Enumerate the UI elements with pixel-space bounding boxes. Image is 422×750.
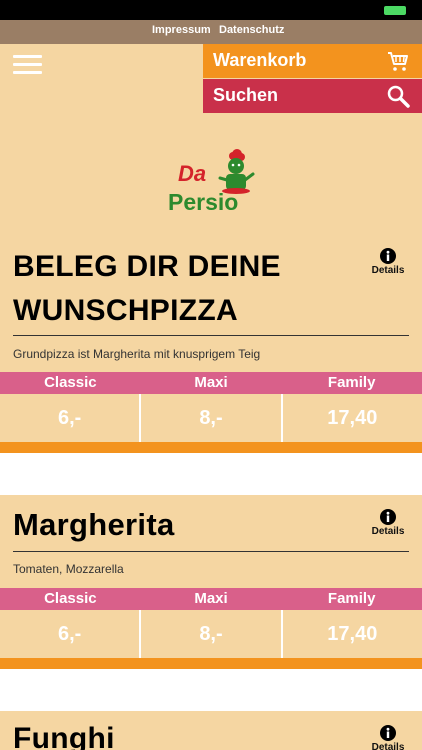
datenschutz-link[interactable]: Datenschutz <box>219 24 285 36</box>
price-row: 6,- 8,- 17,40 <box>0 394 422 442</box>
price-maxi-button[interactable]: 8,- <box>139 394 280 442</box>
search-button[interactable]: Suchen <box>203 79 422 113</box>
product-card: BELEG DIR DEINE WUNSCHPIZZA Details Grun… <box>0 240 422 453</box>
price-classic-button[interactable]: 6,- <box>57 407 82 429</box>
logo: Da Persio <box>168 149 255 215</box>
svg-text:Persio: Persio <box>168 189 238 215</box>
details-button[interactable]: Details <box>368 509 408 537</box>
product-title: BELEG DIR DEINE WUNSCHPIZZA <box>13 250 281 327</box>
price-row: 6,- 8,- 17,40 <box>0 610 422 658</box>
product-description: Grundpizza ist Margherita mit knusprigem… <box>13 347 261 361</box>
details-label: Details <box>371 742 405 750</box>
details-button[interactable]: Details <box>368 725 408 750</box>
product-title: Margherita <box>13 507 175 542</box>
size-header: Classic Maxi Family <box>0 372 422 394</box>
card-footer-strip <box>0 442 422 453</box>
size-classic: Classic <box>44 590 97 607</box>
impressum-link[interactable]: Impressum <box>152 24 211 36</box>
svg-text:Da: Da <box>178 161 206 186</box>
search-icon <box>387 85 410 108</box>
size-classic: Classic <box>44 374 97 391</box>
cart-icon <box>388 52 408 71</box>
price-maxi-button[interactable]: 8,- <box>139 610 280 658</box>
product-card: Margherita Details Tomaten, Mozzarella C… <box>0 495 422 669</box>
product-card: Funghi Details <box>0 711 422 750</box>
product-description: Tomaten, Mozzarella <box>13 562 124 576</box>
size-header: Classic Maxi Family <box>0 588 422 610</box>
details-button[interactable]: Details <box>368 248 408 276</box>
price-family-button[interactable]: 17,40 <box>280 394 422 442</box>
menu-icon[interactable] <box>13 54 42 76</box>
details-label: Details <box>371 526 405 537</box>
size-maxi: Maxi <box>194 590 228 607</box>
cart-label: Warenkorb <box>213 50 307 70</box>
info-icon <box>380 509 396 525</box>
size-maxi: Maxi <box>194 374 228 391</box>
divider <box>13 551 409 552</box>
details-label: Details <box>371 265 405 276</box>
status-bar <box>0 0 422 20</box>
price-family-button[interactable]: 17,40 <box>280 610 422 658</box>
card-footer-strip <box>0 658 422 669</box>
top-nav: Impressum Datenschutz <box>0 20 422 44</box>
header: Warenkorb Suchen Da Persio <box>0 44 422 240</box>
size-family: Family <box>327 374 376 391</box>
info-icon <box>380 248 396 264</box>
product-title: Funghi <box>13 722 115 750</box>
info-icon <box>380 725 396 741</box>
battery-icon <box>384 6 406 15</box>
cart-button[interactable]: Warenkorb <box>203 44 422 78</box>
price-classic-button[interactable]: 6,- <box>57 623 82 645</box>
divider <box>13 335 409 336</box>
search-label: Suchen <box>213 85 279 105</box>
size-family: Family <box>327 590 376 607</box>
